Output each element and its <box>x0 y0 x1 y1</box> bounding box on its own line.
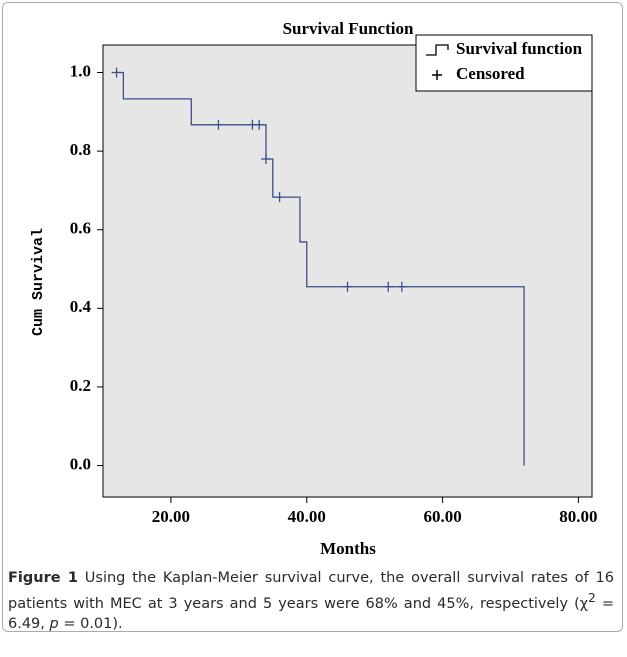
chart: Survival Function Months Cum Survival 0.… <box>30 19 598 558</box>
plot-area <box>102 44 593 498</box>
y-tick-label: 0.8 <box>70 140 91 159</box>
legend-symbol <box>426 44 449 56</box>
caption-text: Using the Kaplan-Meier survival curve, t… <box>8 570 614 612</box>
survival-line <box>116 71 525 466</box>
caption-sup: 2 <box>588 591 596 605</box>
censored-mark <box>396 281 407 292</box>
x-axis-label: Months <box>320 539 376 558</box>
censored-mark <box>261 153 271 164</box>
caption-text: = 0.01). <box>58 615 123 632</box>
caption-text: = 6.49, <box>8 595 614 632</box>
caption-italic: p <box>49 615 59 632</box>
censored-mark <box>383 281 394 292</box>
legend-symbol <box>432 70 442 80</box>
censored-mark <box>274 192 285 203</box>
y-tick-label: 0.2 <box>70 376 91 395</box>
censored-mark <box>254 119 265 130</box>
x-tick-label: 60.00 <box>423 507 461 526</box>
y-axis-label: Cum Survival <box>30 228 47 336</box>
y-tick-label: 0.4 <box>70 297 92 316</box>
x-tick-label: 20.00 <box>152 507 190 526</box>
censored-mark <box>342 281 353 292</box>
censored-mark <box>111 67 122 78</box>
legend-box <box>415 34 593 92</box>
caption: Figure 1 Using the Kaplan-Meier survival… <box>8 568 614 634</box>
censored-mark <box>213 119 224 130</box>
legend-label: Survival function <box>456 39 583 58</box>
y-tick-label: 1.0 <box>70 61 91 80</box>
x-tick-label: 80.00 <box>559 507 597 526</box>
chart-title: Survival Function <box>283 19 414 38</box>
x-tick-label: 40.00 <box>288 507 326 526</box>
legend-label: Censored <box>456 64 525 83</box>
y-tick-label: 0.6 <box>70 219 91 238</box>
y-tick-label: 0.0 <box>70 454 91 473</box>
caption-label: Figure 1 <box>8 570 78 586</box>
